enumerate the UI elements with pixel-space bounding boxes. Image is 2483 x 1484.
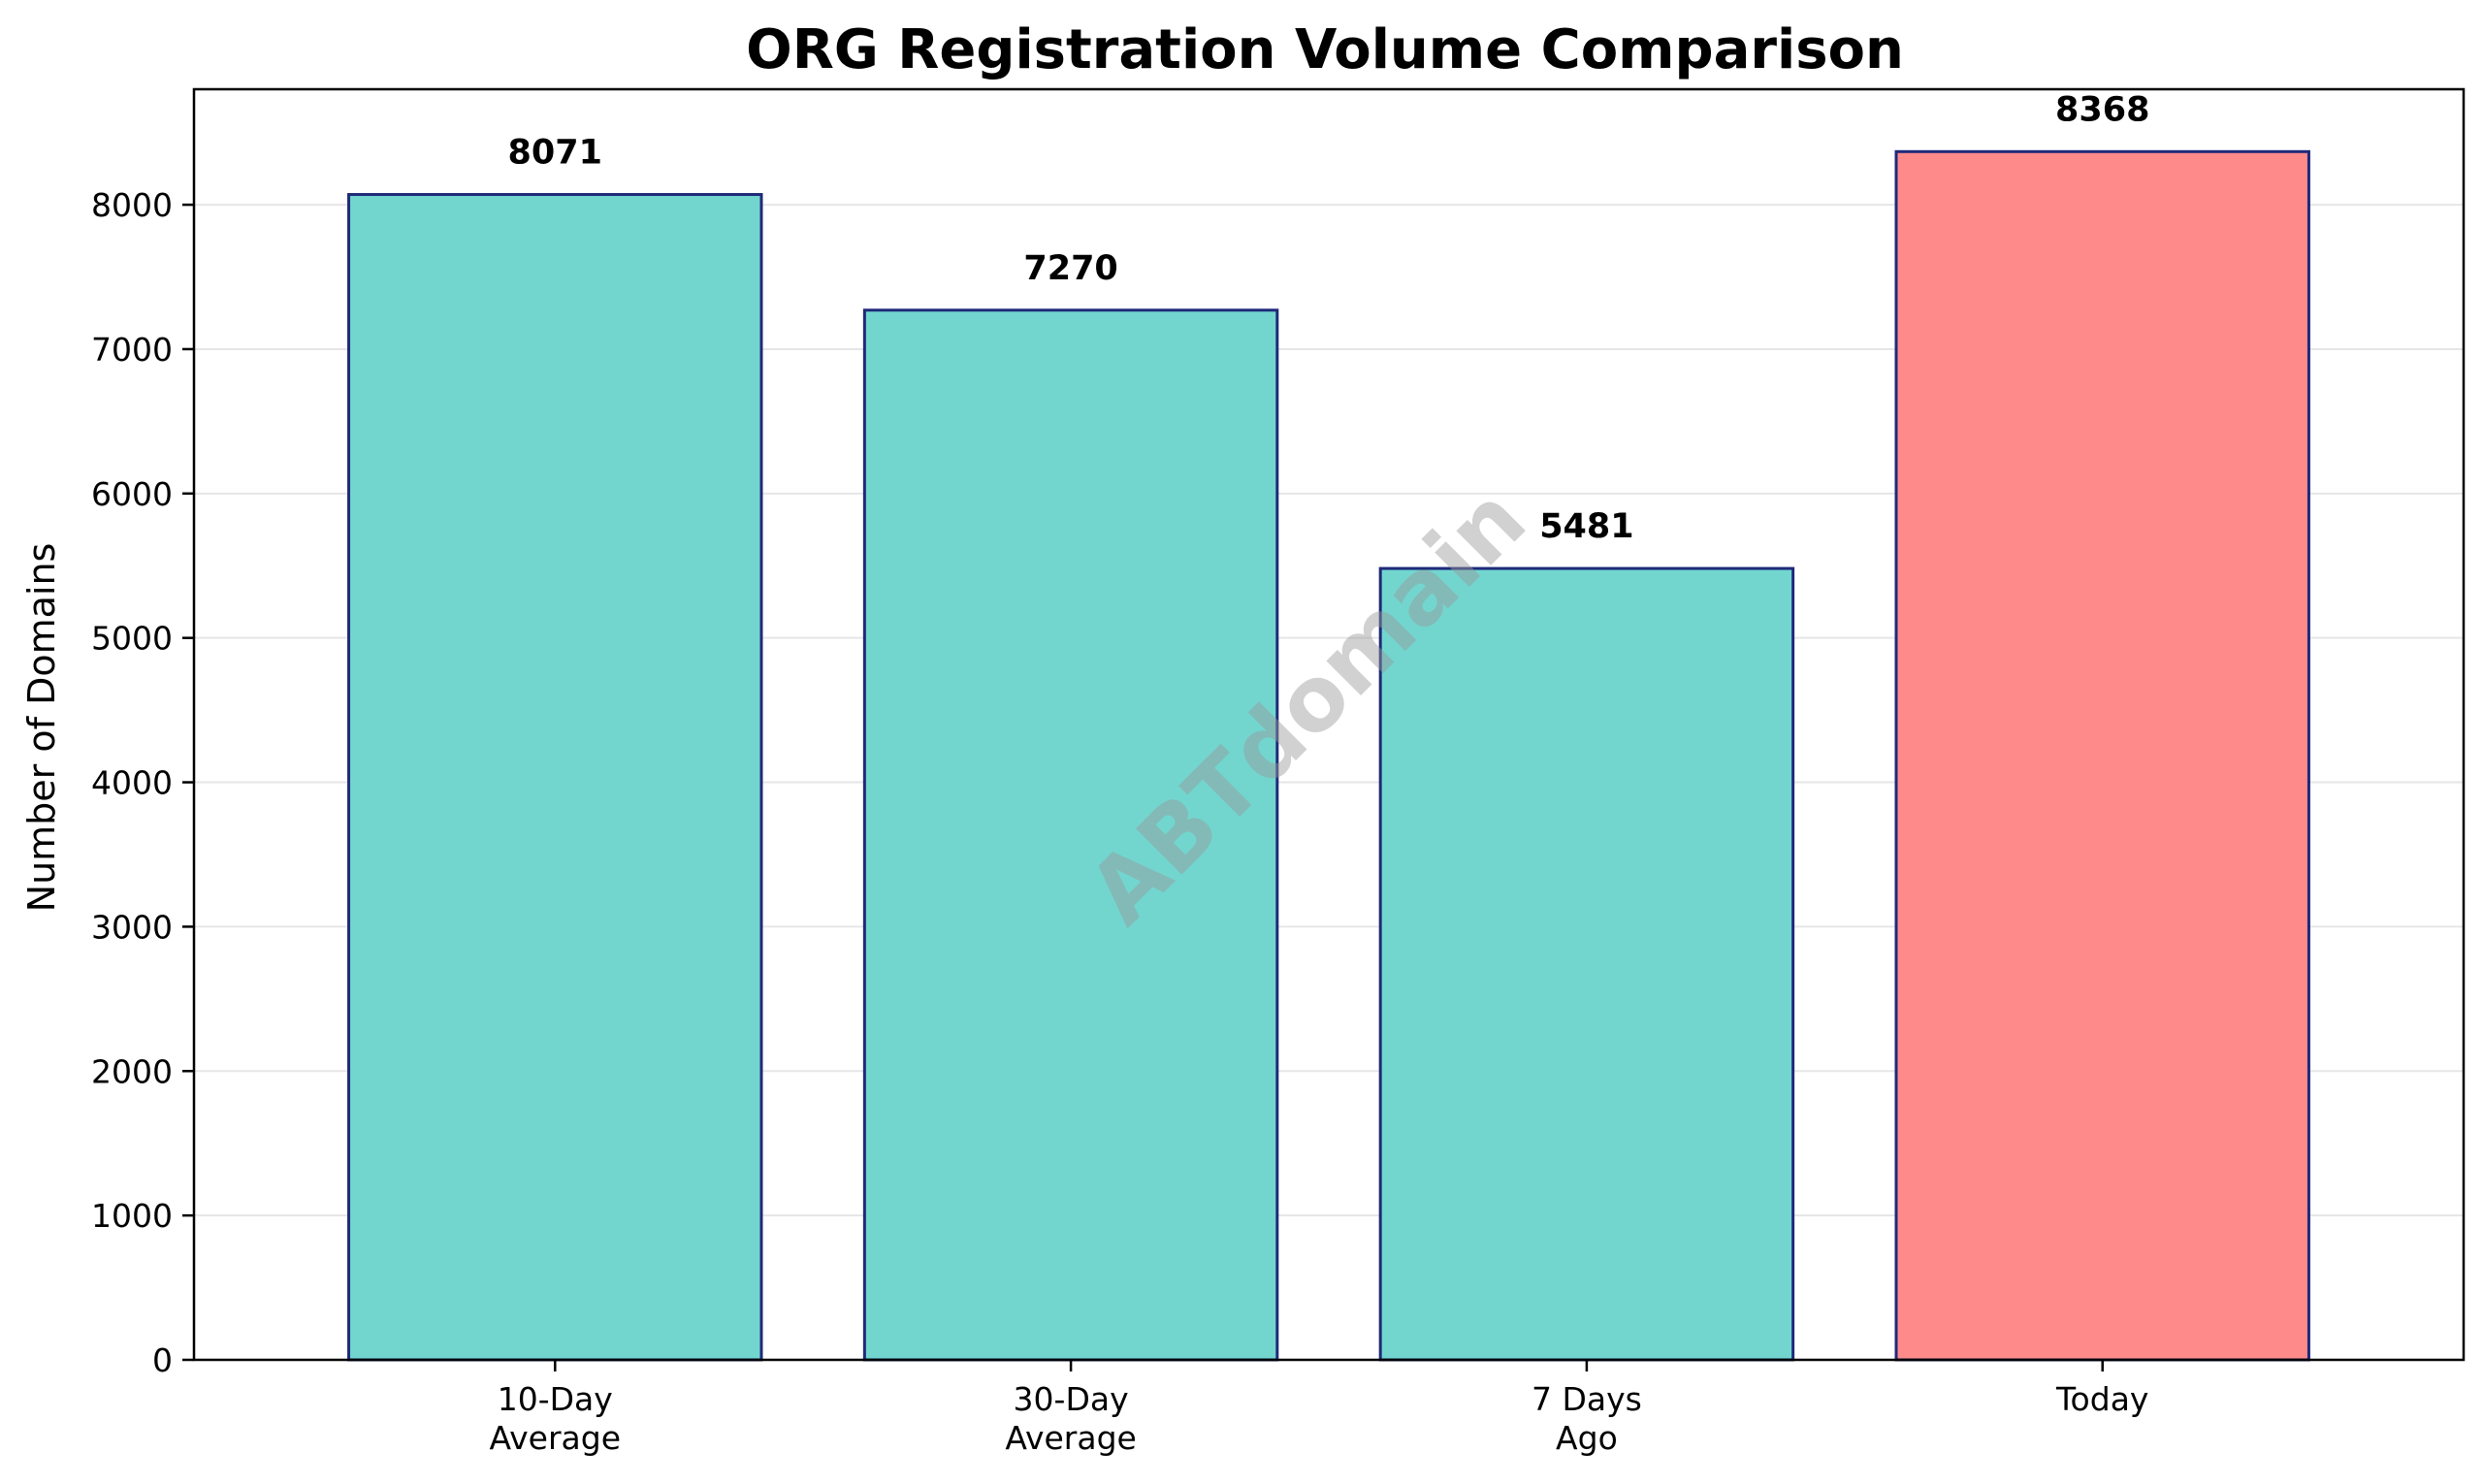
- y-tick-label: 7000: [91, 331, 173, 369]
- bars: [347, 149, 2310, 1362]
- y-tick-label: 6000: [91, 475, 173, 513]
- y-tick-label: 2000: [91, 1052, 173, 1090]
- x-tick-label-line: Today: [2055, 1380, 2148, 1418]
- bar-2: [1378, 566, 1795, 1362]
- y-tick-label: 0: [152, 1341, 173, 1379]
- y-tick-label: 8000: [91, 186, 173, 224]
- bar-0: [347, 193, 763, 1362]
- chart-title: ORG Registration Volume Comparison: [746, 18, 1904, 81]
- y-axis-ticks: 0 1000 2000 3000 4000 5000 6000 7000 8000: [91, 186, 194, 1379]
- bar-3: [1894, 149, 2310, 1362]
- bar-1: [862, 308, 1279, 1362]
- x-tick-label-3: Today: [2055, 1380, 2148, 1418]
- x-tick-label-0: 10-Day Average: [490, 1380, 622, 1457]
- data-label-1: 7270: [1023, 249, 1117, 288]
- y-axis-label: Number of Domains: [20, 543, 63, 913]
- plot-frame: [192, 87, 2466, 1362]
- x-tick-label-line: Average: [490, 1419, 622, 1457]
- y-tick-label: 5000: [91, 620, 173, 658]
- data-label-0: 8071: [508, 134, 602, 173]
- data-label-3: 8368: [2055, 90, 2149, 129]
- x-tick-label-line: 7 Days: [1532, 1380, 1642, 1418]
- y-tick-label: 4000: [91, 764, 173, 802]
- x-tick-label-1: 30-Day Average: [1005, 1380, 1137, 1457]
- x-tick-label-line: Average: [1005, 1419, 1137, 1457]
- x-tick-label-line: 30-Day: [1014, 1380, 1129, 1418]
- x-tick-label-2: 7 Days Ago: [1532, 1380, 1642, 1457]
- x-tick-label-line: 10-Day: [498, 1380, 613, 1418]
- y-tick-label: 1000: [91, 1197, 173, 1235]
- data-label-2: 5481: [1539, 507, 1633, 546]
- axes: [192, 87, 2466, 1362]
- y-tick-label: 3000: [91, 908, 173, 946]
- x-tick-label-line: Ago: [1556, 1419, 1618, 1457]
- data-labels: 8071 7270 5481 8368: [508, 90, 2150, 546]
